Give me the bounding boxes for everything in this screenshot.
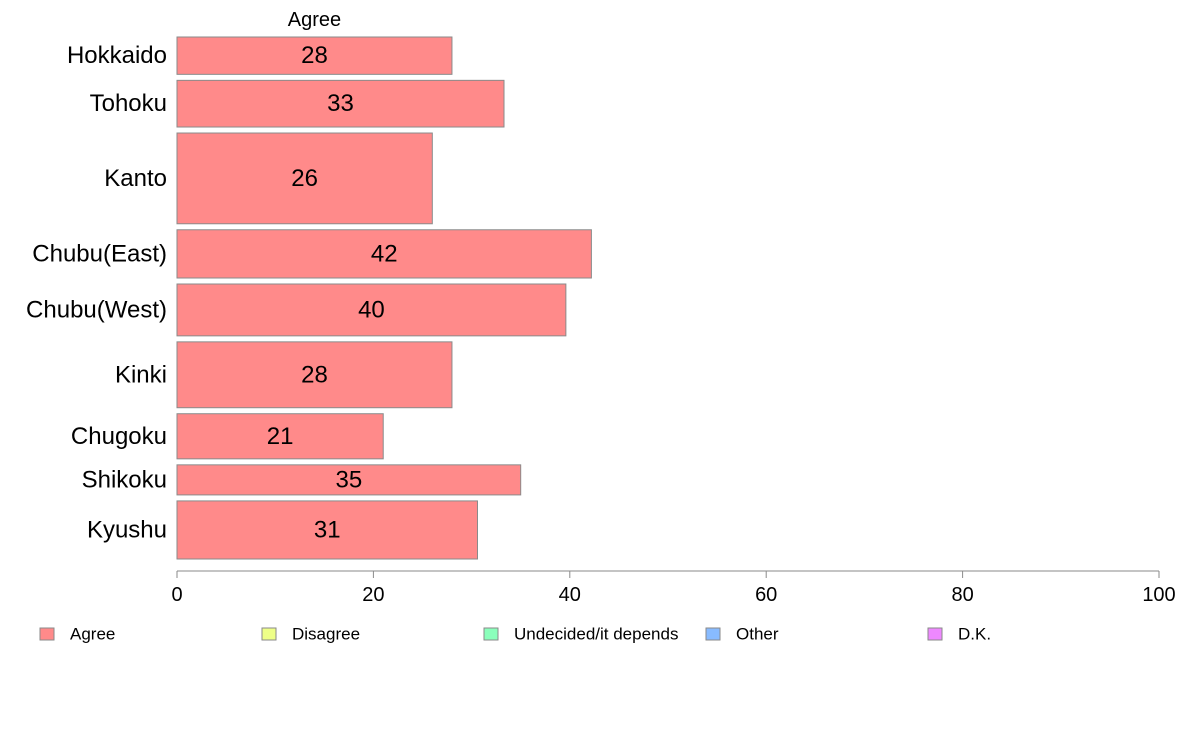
bar-value-label: 28: [301, 42, 328, 69]
legend-label: D.K.: [958, 625, 991, 644]
x-tick-label: 60: [755, 584, 777, 606]
category-label: Kanto: [104, 165, 167, 192]
bar-value-label: 33: [327, 90, 354, 117]
bars-group: 28 33 26 42 40 28 21 35 31: [176, 36, 592, 560]
legend-label: Disagree: [292, 625, 360, 644]
category-label: Kyushu: [87, 516, 167, 543]
x-tick-label: 80: [951, 584, 973, 606]
legend-swatch: [261, 627, 277, 641]
x-tick-label: 100: [1142, 584, 1175, 606]
bar-value-label: 35: [335, 466, 362, 493]
bar-kanto: [176, 132, 433, 225]
bar-chubu-west-: [176, 283, 567, 337]
legend: Agree Disagree Undecided/it depends Other D.…: [39, 625, 991, 644]
bar-kinki: [176, 341, 453, 409]
bar-value-label: 42: [371, 240, 398, 267]
category-labels: Hokkaido Tohoku Kanto Chubu(East) Chubu(West…: [26, 42, 167, 543]
bar-shikoku: [176, 464, 522, 496]
category-label: Shikoku: [82, 466, 167, 493]
series-title: Agree: [288, 9, 341, 31]
category-label: Chubu(East): [32, 240, 167, 267]
bar-value-label: 26: [291, 165, 318, 192]
category-label: Chubu(West): [26, 296, 167, 323]
bar-chubu-east-: [176, 229, 592, 279]
bar-chugoku: [176, 413, 384, 460]
category-label: Chugoku: [71, 423, 167, 450]
legend-label: Agree: [70, 625, 115, 644]
legend-label: Other: [736, 625, 779, 644]
bar-hokkaido: [176, 36, 453, 75]
bar-value-label: 31: [314, 516, 341, 543]
bar-tohoku: [176, 79, 505, 128]
bar-kyushu: [176, 500, 478, 560]
category-label: Hokkaido: [67, 42, 167, 69]
legend-label: Undecided/it depends: [514, 625, 678, 644]
legend-swatch: [705, 627, 721, 641]
legend-swatch: [483, 627, 499, 641]
x-tick-label: 20: [362, 584, 384, 606]
legend-swatch: [39, 627, 55, 641]
x-tick-label: 0: [171, 584, 182, 606]
bar-value-label: 21: [267, 423, 294, 450]
bar-value-label: 28: [301, 361, 328, 388]
bar-value-label: 40: [358, 296, 385, 323]
category-label: Tohoku: [90, 90, 167, 117]
category-label: Kinki: [115, 361, 167, 388]
x-axis: 0 20 40 60 80 100: [171, 570, 1176, 606]
legend-swatch: [927, 627, 943, 641]
x-tick-label: 40: [559, 584, 581, 606]
